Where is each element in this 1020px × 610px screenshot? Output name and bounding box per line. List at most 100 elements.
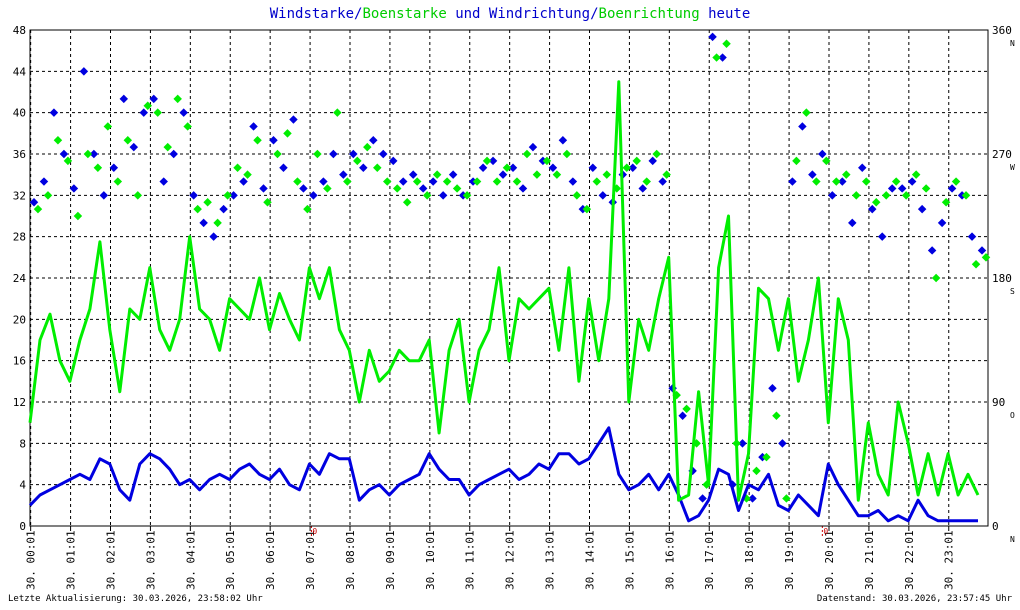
y-left-tick-label: 28: [13, 231, 26, 244]
point-windrichtung: [428, 177, 438, 186]
point-boenrichtung: [772, 411, 781, 421]
plot-frame: [29, 29, 989, 527]
x-tick-label: 30. 19:01: [783, 530, 796, 590]
point-boenrichtung: [233, 163, 242, 173]
point-windrichtung: [398, 177, 408, 186]
x-tick-label: 30. 06:01: [264, 530, 277, 590]
title-part-0: Windstarke: [270, 6, 354, 22]
point-windrichtung: [678, 411, 687, 421]
title-part-1: /: [354, 6, 362, 22]
point-windrichtung: [139, 108, 149, 117]
y-left-tick-label: 20: [13, 313, 26, 326]
point-windrichtung: [339, 170, 348, 179]
point-windrichtung: [309, 191, 318, 200]
point-boenrichtung: [143, 101, 152, 111]
point-boenrichtung: [363, 142, 372, 152]
point-windrichtung: [478, 163, 488, 173]
point-boenrichtung: [432, 170, 442, 179]
point-boenrichtung: [243, 170, 252, 179]
point-boenrichtung: [353, 156, 362, 166]
point-windrichtung: [329, 149, 338, 159]
point-boenrichtung: [682, 404, 691, 414]
point-boenrichtung: [193, 204, 202, 214]
point-windrichtung: [79, 67, 89, 76]
x-tick-label: 30. 07:01: [304, 530, 317, 590]
point-windrichtung: [39, 177, 49, 186]
point-windrichtung: [99, 191, 109, 200]
y-left-tick-label: 12: [13, 396, 26, 409]
point-windrichtung: [698, 494, 707, 503]
x-tick-label: 30. 00:01: [25, 530, 38, 590]
x-tick-label: 30. 22:01: [903, 530, 916, 590]
point-windrichtung: [418, 184, 428, 193]
x-tick-label: 30. 11:01: [464, 530, 477, 590]
point-windrichtung: [109, 163, 119, 173]
point-windrichtung: [388, 156, 398, 166]
point-windrichtung: [129, 142, 139, 152]
point-windrichtung: [229, 191, 238, 200]
point-boenrichtung: [752, 466, 761, 476]
y-right-direction-label: N: [1010, 535, 1015, 544]
point-boenrichtung: [123, 135, 133, 145]
point-boenrichtung: [762, 452, 771, 462]
point-boenrichtung: [373, 163, 382, 173]
y-left-tick-label: 0: [19, 520, 26, 533]
point-boenrichtung: [402, 197, 412, 207]
point-boenrichtung: [333, 108, 342, 117]
point-boenrichtung: [53, 135, 63, 145]
point-boenrichtung: [43, 191, 53, 200]
point-windrichtung: [189, 191, 198, 200]
point-boenrichtung: [782, 494, 791, 503]
point-boenrichtung: [482, 156, 492, 166]
point-boenrichtung: [492, 177, 502, 186]
y-left-tick-label: 48: [13, 24, 26, 37]
point-boenrichtung: [113, 177, 123, 186]
x-tick-label: 30. 16:01: [663, 530, 676, 590]
x-tick-label: 30. 20:01: [823, 530, 836, 590]
x-tick-label: 30. 05:01: [224, 530, 237, 590]
point-boenrichtung: [63, 156, 73, 166]
special-mark-label: 0: [312, 527, 317, 536]
point-windrichtung: [319, 177, 328, 186]
point-windrichtung: [269, 135, 278, 145]
y-left-tick-label: 16: [13, 355, 26, 368]
x-tick-label: 30. 12:01: [504, 530, 517, 590]
point-boenrichtung: [263, 197, 272, 207]
x-tick-label: 30. 10:01: [424, 530, 437, 590]
point-boenrichtung: [273, 149, 282, 159]
title-part-5: /: [590, 6, 598, 22]
x-tick-label: 30. 08:01: [344, 530, 357, 590]
y-right-direction-label: W: [1010, 163, 1015, 172]
x-tick-label: 30. 03:01: [144, 530, 157, 590]
point-windrichtung: [488, 156, 498, 166]
point-boenrichtung: [223, 191, 232, 200]
y-right-direction-label: S: [1010, 287, 1015, 296]
point-windrichtung: [219, 204, 228, 214]
point-boenrichtung: [303, 204, 312, 214]
chart-title: Windstarke/Boenstarke und Windrichtung/B…: [270, 6, 751, 22]
y-right-tick-label: 180: [992, 272, 1012, 285]
point-windrichtung: [239, 177, 248, 186]
point-boenrichtung: [203, 197, 212, 207]
point-windrichtung: [359, 163, 368, 173]
x-tick-label: 30. 14:01: [583, 530, 596, 590]
point-boenrichtung: [153, 108, 162, 117]
x-tick-label: 30. 21:01: [863, 530, 876, 590]
point-windrichtung: [119, 94, 129, 104]
y-right-direction-label: N: [1010, 39, 1015, 48]
point-boenrichtung: [452, 184, 462, 193]
y-right-direction-label: O: [1010, 411, 1015, 420]
point-boenrichtung: [33, 204, 43, 214]
point-windrichtung: [748, 494, 757, 503]
y-left-tick-label: 4: [19, 479, 26, 492]
point-windrichtung: [279, 163, 288, 173]
y-left-tick-label: 36: [13, 148, 26, 161]
point-windrichtung: [169, 149, 178, 159]
point-boenrichtung: [163, 142, 172, 152]
point-boenrichtung: [83, 149, 93, 159]
special-mark-label: 0: [823, 527, 828, 536]
title-part-6: Boenrichtung: [599, 6, 700, 22]
point-boenrichtung: [442, 177, 452, 186]
title-part-4: Windrichtung: [489, 6, 590, 22]
series-line-windstarke: [28, 426, 978, 523]
